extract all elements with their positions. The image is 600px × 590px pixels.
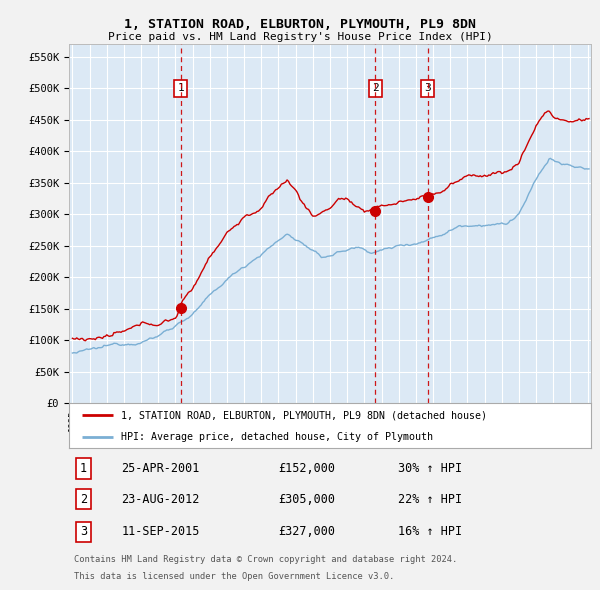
Text: 1: 1 [178,83,184,93]
Text: 22% ↑ HPI: 22% ↑ HPI [398,493,462,506]
Text: 1: 1 [80,462,87,475]
Text: 25-APR-2001: 25-APR-2001 [121,462,200,475]
Text: This data is licensed under the Open Government Licence v3.0.: This data is licensed under the Open Gov… [74,572,394,581]
Text: 1, STATION ROAD, ELBURTON, PLYMOUTH, PL9 8DN (detached house): 1, STATION ROAD, ELBURTON, PLYMOUTH, PL9… [121,410,487,420]
Text: HPI: Average price, detached house, City of Plymouth: HPI: Average price, detached house, City… [121,432,433,442]
Text: 30% ↑ HPI: 30% ↑ HPI [398,462,462,475]
Text: 1, STATION ROAD, ELBURTON, PLYMOUTH, PL9 8DN: 1, STATION ROAD, ELBURTON, PLYMOUTH, PL9… [124,18,476,31]
Text: Price paid vs. HM Land Registry's House Price Index (HPI): Price paid vs. HM Land Registry's House … [107,32,493,41]
Text: £152,000: £152,000 [278,462,335,475]
Text: 23-AUG-2012: 23-AUG-2012 [121,493,200,506]
Text: 3: 3 [424,83,431,93]
Text: Contains HM Land Registry data © Crown copyright and database right 2024.: Contains HM Land Registry data © Crown c… [74,555,457,564]
Text: 16% ↑ HPI: 16% ↑ HPI [398,526,462,539]
Text: 2: 2 [80,493,87,506]
Text: 11-SEP-2015: 11-SEP-2015 [121,526,200,539]
Text: £305,000: £305,000 [278,493,335,506]
Text: 3: 3 [80,526,87,539]
Text: 2: 2 [372,83,379,93]
Text: £327,000: £327,000 [278,526,335,539]
